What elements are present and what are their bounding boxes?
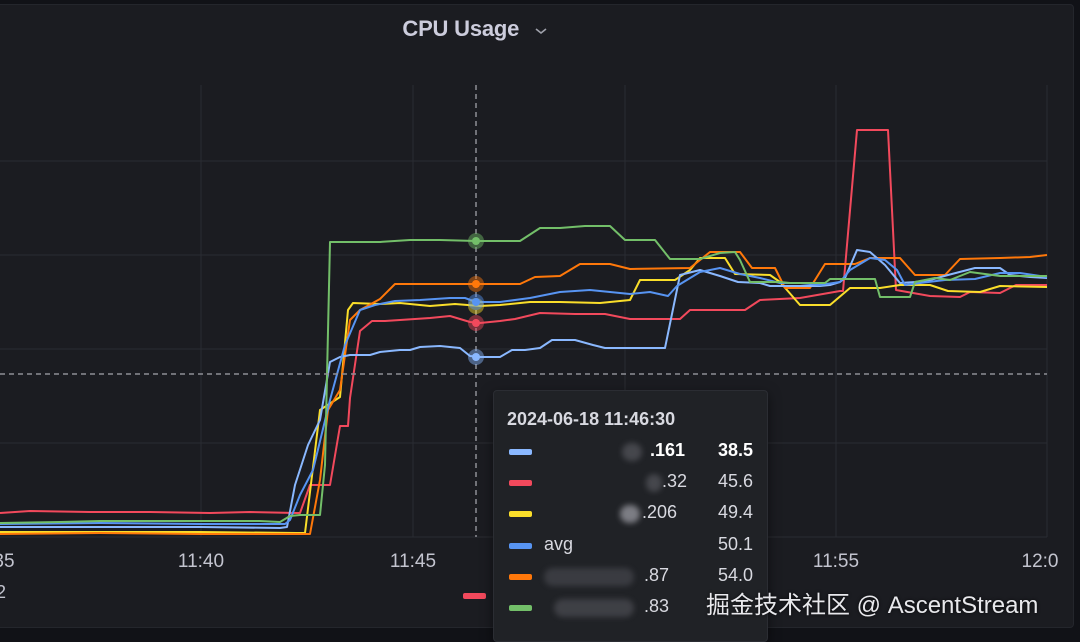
panel-title[interactable]: CPU Usage — [402, 16, 520, 41]
series-line-206 — [0, 257, 1048, 534]
panel-header[interactable]: CPU Usage — [0, 16, 950, 42]
tooltip-row: .87 54.0 — [494, 562, 767, 592]
x-tick: 12:0 — [1021, 551, 1059, 572]
x-tick: 35 — [0, 551, 15, 572]
x-tick: 11:55 — [812, 551, 860, 572]
series-line-87 — [0, 251, 1048, 535]
tooltip-host: .206 — [641, 502, 677, 522]
series-swatch — [509, 449, 532, 455]
x-tick: 11:40 — [177, 551, 225, 572]
tooltip-row: .161 38.5 — [494, 437, 767, 467]
series-swatch — [509, 574, 532, 580]
tooltip-value: 38.5 — [717, 440, 753, 460]
tooltip-value: 50.1 — [717, 534, 753, 554]
redacted-host — [544, 568, 634, 586]
tooltip-host: .32 — [661, 471, 687, 491]
hover-points — [468, 233, 484, 365]
series-swatch — [509, 543, 532, 549]
tooltip-row: .83 — [494, 593, 767, 623]
tooltip-value: 49.4 — [717, 502, 753, 522]
series-line-83 — [0, 225, 1047, 524]
series-swatch — [509, 480, 532, 486]
redacted-host — [646, 474, 662, 492]
tooltip-value: 54.0 — [717, 565, 753, 585]
chevron-down-icon[interactable] — [534, 23, 548, 41]
tooltip-host: .83 — [643, 596, 669, 616]
tooltip-value: 45.6 — [717, 471, 753, 491]
tooltip-row: .206 49.4 — [494, 499, 767, 529]
tooltip-host: .87 — [643, 565, 669, 585]
series-swatch — [509, 605, 532, 611]
legend-fragment[interactable]: 2 — [0, 582, 7, 602]
watermark: 掘金技术社区 @ AscentStream — [706, 592, 1039, 619]
hover-tooltip: 2024-06-18 11:46:30 .161 38.5 .32 45.6 .… — [493, 390, 768, 642]
tooltip-row: .32 45.6 — [494, 468, 767, 498]
series-line-161 — [0, 249, 1048, 529]
series-line-avg — [0, 257, 1048, 525]
tooltip-row: avg 50.1 — [494, 531, 767, 561]
series-line-32 — [0, 129, 1047, 514]
tooltip-time: 2024-06-18 11:46:30 — [507, 409, 676, 429]
redacted-host — [554, 599, 634, 617]
tooltip-series-name: avg — [544, 534, 574, 554]
legend-swatch-32[interactable] — [463, 593, 486, 599]
tooltip-host: .161 — [649, 440, 685, 460]
redacted-host — [622, 443, 642, 461]
redacted-host — [620, 505, 640, 523]
gridlines — [0, 85, 1048, 538]
x-tick: 11:45 — [389, 551, 437, 572]
series-swatch — [509, 511, 532, 517]
